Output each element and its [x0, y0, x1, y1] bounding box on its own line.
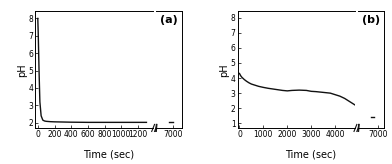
Y-axis label: pH: pH [219, 63, 229, 77]
Text: Time (sec): Time (sec) [83, 149, 134, 159]
Text: (a): (a) [160, 15, 178, 25]
Text: Time (sec): Time (sec) [285, 149, 336, 159]
Y-axis label: pH: pH [17, 63, 27, 77]
Text: (b): (b) [362, 15, 380, 25]
